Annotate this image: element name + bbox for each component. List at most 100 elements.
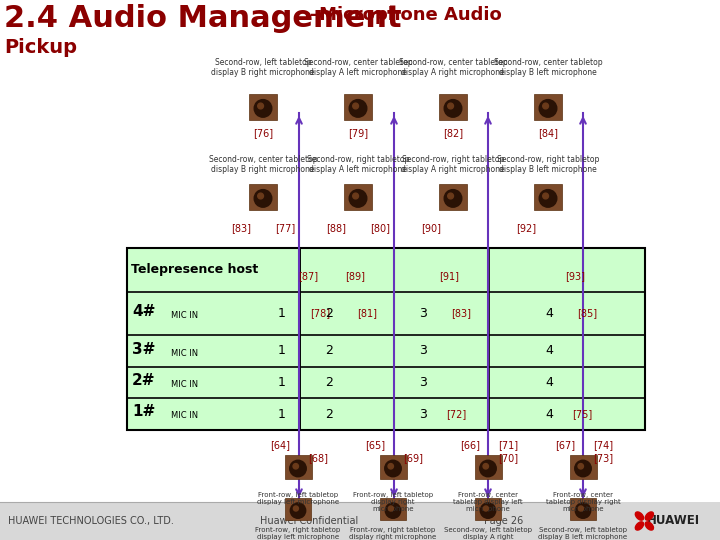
Text: 1: 1	[278, 408, 286, 421]
Text: Second-row, center tabletop
display A left microphone: Second-row, center tabletop display A le…	[304, 58, 413, 77]
Text: 2: 2	[325, 408, 333, 421]
Text: [84]: [84]	[538, 128, 558, 138]
Circle shape	[578, 463, 583, 469]
Text: MIC IN: MIC IN	[171, 380, 198, 389]
Text: 4: 4	[545, 307, 553, 320]
Text: [69]: [69]	[403, 453, 423, 463]
Text: Second-row, left tabletop
display A right
microphone: Second-row, left tabletop display A righ…	[444, 527, 532, 540]
Text: 1: 1	[278, 307, 286, 320]
Text: 1: 1	[278, 376, 286, 389]
Ellipse shape	[645, 522, 654, 530]
Text: 1: 1	[278, 345, 286, 357]
Text: 3: 3	[419, 376, 427, 389]
Circle shape	[353, 103, 359, 109]
Text: [85]: [85]	[577, 308, 597, 319]
Bar	[0, 502, 720, 540]
Bar	[438, 94, 467, 119]
Bar	[248, 94, 277, 119]
Circle shape	[575, 460, 591, 477]
Text: MIC IN: MIC IN	[171, 348, 198, 357]
Text: [74]: [74]	[593, 440, 613, 450]
Bar	[534, 94, 562, 119]
Text: [75]: [75]	[572, 409, 592, 419]
Text: [82]: [82]	[443, 128, 463, 138]
Bar	[248, 184, 277, 210]
Text: Pickup: Pickup	[4, 38, 77, 57]
Text: [88]: [88]	[326, 223, 346, 233]
Text: [66]: [66]	[460, 440, 480, 450]
Bar	[343, 94, 372, 119]
Text: MIC IN: MIC IN	[171, 411, 198, 421]
Text: [67]: [67]	[555, 440, 575, 450]
Text: 2#: 2#	[132, 373, 156, 388]
Bar	[285, 498, 310, 521]
Circle shape	[483, 506, 488, 511]
Text: [80]: [80]	[370, 223, 390, 233]
Text: Huawei Confidential: Huawei Confidential	[261, 516, 359, 526]
Text: [89]: [89]	[345, 271, 365, 281]
Circle shape	[258, 193, 264, 199]
Text: Second-row, center tabletop
display A right microphone: Second-row, center tabletop display A ri…	[399, 58, 508, 77]
Text: 4: 4	[545, 376, 553, 389]
Circle shape	[293, 463, 299, 469]
Ellipse shape	[635, 512, 644, 520]
Text: 4: 4	[545, 408, 553, 421]
Text: Second-row, right tabletop
display A right microphone: Second-row, right tabletop display A rig…	[401, 155, 505, 174]
Text: [87]: [87]	[298, 271, 318, 281]
Circle shape	[539, 190, 557, 207]
Text: [91]: [91]	[439, 271, 459, 281]
Text: Front-row, left tabletop
display right
microphone: Front-row, left tabletop display right m…	[353, 492, 433, 512]
Circle shape	[578, 506, 583, 511]
Text: 2: 2	[325, 376, 333, 389]
Text: [72]: [72]	[446, 409, 466, 419]
Text: [90]: [90]	[421, 223, 441, 233]
Text: [77]: [77]	[275, 223, 295, 233]
Text: Front-row, center
tabletop display left
micro phone: Front-row, center tabletop display left …	[453, 492, 523, 512]
Bar	[570, 455, 596, 479]
Text: 2.4 Audio Management: 2.4 Audio Management	[4, 4, 402, 33]
Text: 2: 2	[325, 307, 333, 320]
Circle shape	[543, 193, 549, 199]
Text: –Microphone Audio: –Microphone Audio	[310, 6, 502, 24]
Text: Second-row, center tabletop
display B left microphone: Second-row, center tabletop display B le…	[494, 58, 603, 77]
Text: Page 26: Page 26	[485, 516, 523, 526]
Text: [92]: [92]	[516, 223, 536, 233]
Text: [70]: [70]	[498, 453, 518, 463]
Circle shape	[448, 103, 454, 109]
Circle shape	[254, 99, 272, 117]
Text: [79]: [79]	[348, 128, 368, 138]
Text: 3: 3	[419, 307, 427, 320]
Circle shape	[444, 190, 462, 207]
Text: 4: 4	[545, 345, 553, 357]
Circle shape	[483, 463, 488, 469]
Text: 3: 3	[419, 408, 427, 421]
Circle shape	[480, 460, 496, 477]
Circle shape	[258, 103, 264, 109]
Bar	[343, 184, 372, 210]
Circle shape	[480, 503, 495, 518]
Bar	[379, 455, 407, 479]
Circle shape	[254, 190, 272, 207]
Text: [81]: [81]	[357, 308, 377, 319]
Circle shape	[290, 503, 306, 518]
Circle shape	[543, 103, 549, 109]
Text: 4#: 4#	[132, 304, 156, 319]
Text: Second-row, right tabletop
display B left microphone: Second-row, right tabletop display B lef…	[497, 155, 599, 174]
Circle shape	[349, 99, 366, 117]
Circle shape	[539, 99, 557, 117]
Text: [64]: [64]	[270, 440, 290, 450]
Bar	[534, 184, 562, 210]
Bar	[475, 498, 500, 521]
Circle shape	[349, 190, 366, 207]
Text: [73]: [73]	[593, 453, 613, 463]
Bar	[570, 498, 595, 521]
Circle shape	[388, 463, 393, 469]
Text: Front-row, left tabletop
display left microphone: Front-row, left tabletop display left mi…	[257, 492, 339, 505]
Text: [76]: [76]	[253, 128, 273, 138]
Text: Second-row, center tabletop
display B right microphone: Second-row, center tabletop display B ri…	[209, 155, 318, 174]
Text: 2: 2	[325, 345, 333, 357]
Bar	[438, 184, 467, 210]
Text: [78]: [78]	[310, 308, 330, 319]
Circle shape	[293, 506, 298, 511]
Text: [68]: [68]	[308, 453, 328, 463]
